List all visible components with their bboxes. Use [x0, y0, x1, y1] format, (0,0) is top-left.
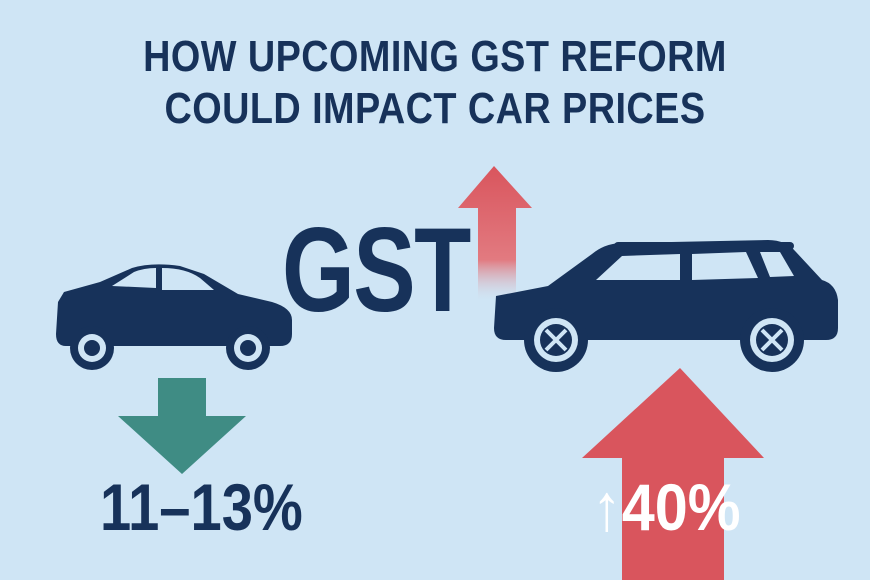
gst-label: GST — [282, 203, 471, 337]
small-up-arrow-icon — [458, 166, 532, 300]
down-arrow-icon — [118, 378, 246, 474]
suv-car-icon — [494, 240, 838, 372]
small-car-price-change: 11–13% — [100, 470, 303, 544]
large-up-arrow-icon — [582, 368, 764, 580]
sedan-car-icon — [56, 264, 292, 370]
headline-line-2: COULD IMPACT CAR PRICES — [164, 84, 706, 133]
large-car-price-change: ↑40% — [592, 470, 741, 544]
headline-line-1: HOW UPCOMING GST REFORM — [143, 32, 727, 81]
